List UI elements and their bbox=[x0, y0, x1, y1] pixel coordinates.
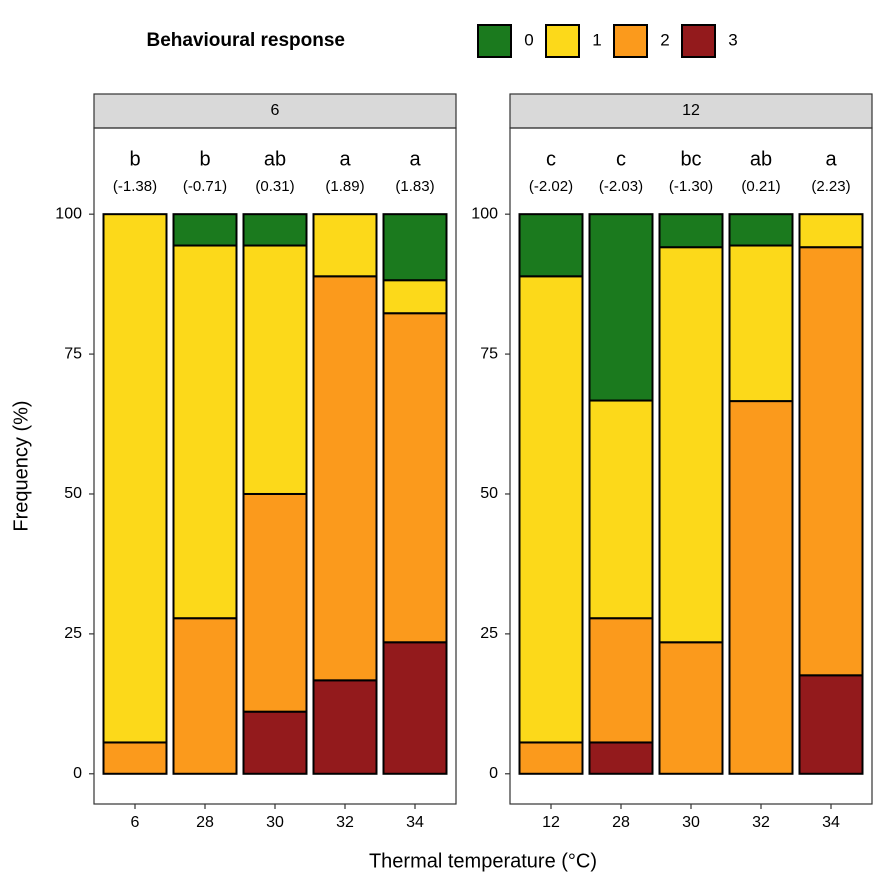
x-tick-label: 28 bbox=[612, 814, 630, 831]
bar-segment bbox=[172, 617, 238, 775]
legend-swatch bbox=[545, 24, 580, 58]
bar-segment bbox=[382, 279, 448, 315]
x-tick-label: 34 bbox=[406, 814, 424, 831]
y-tick-label: 50 bbox=[480, 485, 498, 502]
group-letter: c bbox=[616, 148, 626, 170]
legend-label: 3 bbox=[728, 30, 737, 49]
bar-segment bbox=[658, 246, 724, 644]
y-tick-label: 100 bbox=[471, 205, 498, 222]
y-tick-label: 100 bbox=[55, 205, 82, 222]
bar-segment bbox=[728, 213, 794, 247]
group-score: (-0.71) bbox=[183, 178, 227, 195]
y-tick-label: 25 bbox=[64, 625, 82, 642]
bar-segment bbox=[798, 213, 864, 249]
group-letter: a bbox=[409, 148, 421, 170]
legend-swatch bbox=[613, 24, 648, 58]
legend-label: 1 bbox=[592, 30, 601, 49]
bar-segment bbox=[588, 741, 654, 775]
bar-segment bbox=[588, 617, 654, 744]
group-letter: bc bbox=[680, 148, 701, 170]
group-score: (0.31) bbox=[255, 178, 294, 195]
group-score: (1.89) bbox=[325, 178, 364, 195]
bar-segment bbox=[588, 213, 654, 402]
bar-segment bbox=[382, 312, 448, 644]
group-score: (-1.30) bbox=[669, 178, 713, 195]
group-letter: b bbox=[129, 148, 140, 170]
x-tick-label: 32 bbox=[336, 814, 354, 831]
x-tick-label: 32 bbox=[752, 814, 770, 831]
x-tick-label: 34 bbox=[822, 814, 840, 831]
group-score: (2.23) bbox=[811, 178, 850, 195]
legend-swatch bbox=[681, 24, 716, 58]
x-tick-label: 6 bbox=[131, 814, 140, 831]
bar-segment bbox=[242, 492, 308, 713]
panel-border bbox=[509, 127, 873, 805]
bar-segment bbox=[102, 213, 168, 744]
x-tick-label: 28 bbox=[196, 814, 214, 831]
group-letter: a bbox=[339, 148, 351, 170]
bar-segment bbox=[312, 213, 378, 278]
group-score: (-2.02) bbox=[529, 178, 573, 195]
group-score: (1.83) bbox=[395, 178, 434, 195]
bar-segment bbox=[312, 679, 378, 775]
group-letter: b bbox=[199, 148, 210, 170]
x-tick-label: 30 bbox=[682, 814, 700, 831]
legend-title: Behavioural response bbox=[146, 30, 345, 51]
bar-segment bbox=[382, 213, 448, 282]
bar-segment bbox=[102, 741, 168, 775]
y-tick-label: 75 bbox=[64, 345, 82, 362]
bar-segment bbox=[518, 213, 584, 278]
y-tick-label: 75 bbox=[480, 345, 498, 362]
group-score: (0.21) bbox=[741, 178, 780, 195]
legend-label: 2 bbox=[660, 30, 669, 49]
y-tick-label: 0 bbox=[73, 765, 82, 782]
y-axis-label: Frequency (%) bbox=[10, 400, 32, 531]
group-letter: c bbox=[546, 148, 556, 170]
legend-swatch bbox=[477, 24, 512, 58]
x-tick-label: 30 bbox=[266, 814, 284, 831]
y-tick-label: 0 bbox=[489, 765, 498, 782]
strip-label: 6 bbox=[271, 102, 280, 119]
y-tick-label: 50 bbox=[64, 485, 82, 502]
bar-segment bbox=[658, 213, 724, 249]
panel-border bbox=[93, 127, 457, 805]
group-score: (-2.03) bbox=[599, 178, 643, 195]
bar-segment bbox=[728, 400, 794, 775]
y-tick-label: 25 bbox=[480, 625, 498, 642]
strip-label: 12 bbox=[682, 102, 700, 119]
group-letter: ab bbox=[750, 148, 772, 170]
legend-label: 0 bbox=[524, 30, 533, 49]
bar-segment bbox=[312, 275, 378, 682]
strip bbox=[93, 93, 457, 129]
bar-segment bbox=[172, 213, 238, 247]
bar-segment bbox=[658, 641, 724, 775]
x-axis-label: Thermal temperature (°C) bbox=[369, 850, 597, 872]
bar-segment bbox=[242, 710, 308, 775]
bar-segment bbox=[798, 674, 864, 775]
bar-segment bbox=[728, 244, 794, 403]
bar-segment bbox=[588, 399, 654, 620]
bar-segment bbox=[518, 275, 584, 744]
bar-segment bbox=[172, 244, 238, 620]
bar-segment bbox=[382, 641, 448, 775]
group-letter: a bbox=[825, 148, 837, 170]
group-letter: ab bbox=[264, 148, 286, 170]
strip bbox=[509, 93, 873, 129]
bar-segment bbox=[242, 213, 308, 247]
bar-segment bbox=[798, 246, 864, 677]
group-score: (-1.38) bbox=[113, 178, 157, 195]
bar-segment bbox=[518, 741, 584, 775]
bar-segment bbox=[242, 244, 308, 495]
x-tick-label: 12 bbox=[542, 814, 560, 831]
